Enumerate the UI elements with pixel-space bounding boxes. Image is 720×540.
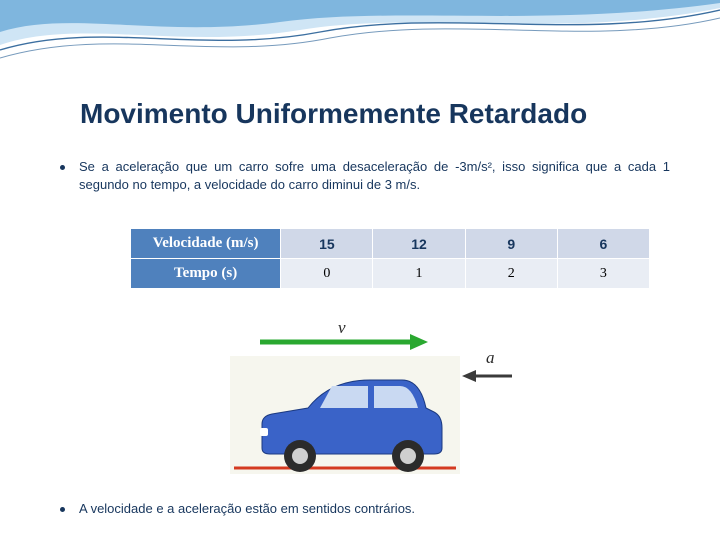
header-time: Tempo (s) [131,259,281,289]
velocity-time-table: Velocidade (m/s) 15 12 9 6 Tempo (s) 0 1… [130,228,650,289]
decorative-wave [0,0,720,90]
bullet-paragraph-2: A velocidade e a aceleração estão em sen… [60,500,670,518]
slide: Movimento Uniformemente Retardado Se a a… [0,0,720,540]
slide-title: Movimento Uniformemente Retardado [80,98,680,130]
cell-time-2: 2 [465,259,557,289]
paragraph-2-text: A velocidade e a aceleração estão em sen… [79,500,415,518]
bullet-dot-icon [60,507,65,512]
a-label: a [486,348,495,368]
a-arrow-head-icon [462,370,476,382]
table-row: Tempo (s) 0 1 2 3 [131,259,650,289]
header-velocity: Velocidade (m/s) [131,229,281,259]
cell-velocity-2: 9 [465,229,557,259]
bullet-paragraph-1: Se a aceleração que um carro sofre uma d… [60,158,670,193]
v-arrow-head-icon [410,334,428,350]
cell-velocity-1: 12 [373,229,465,259]
cell-time-3: 3 [557,259,649,289]
cell-time-1: 1 [373,259,465,289]
table-row: Velocidade (m/s) 15 12 9 6 [131,229,650,259]
car-diagram: v a [220,320,520,485]
cell-time-0: 0 [281,259,373,289]
car-diagram-svg [220,320,520,485]
paragraph-1-text: Se a aceleração que um carro sofre uma d… [79,158,670,193]
cell-velocity-0: 15 [281,229,373,259]
cell-velocity-3: 6 [557,229,649,259]
v-label: v [338,318,346,338]
bullet-dot-icon [60,165,65,170]
